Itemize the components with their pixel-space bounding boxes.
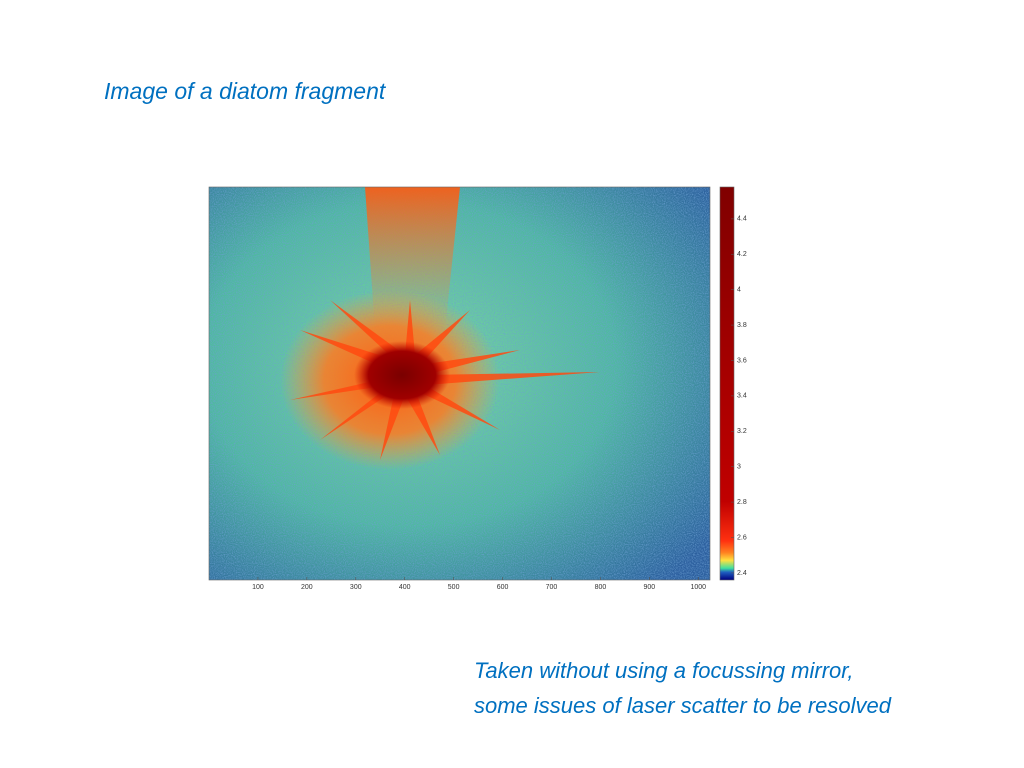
colorbar-tick-label: 2.6 [737,534,747,541]
colorbar-tick-label: 3.4 [737,393,747,400]
x-tick-label: 500 [448,584,460,591]
caption-line: Taken without using a focussing mirror, [474,658,854,683]
x-tick-label: 600 [497,584,509,591]
colorbar-tick-label: 3.8 [737,322,747,329]
colorbar-tick-label: 3.6 [737,357,747,364]
colorbar-tick-label: 3.2 [737,428,747,435]
x-tick-label: 100 [252,584,264,591]
colorbar [719,186,735,581]
caption-line: some issues of laser scatter to be resol… [474,693,891,718]
slide-title: Image of a diatom fragment [104,78,386,104]
diatom-image [209,187,710,580]
x-tick-label: 700 [546,584,558,591]
x-tick-label: 300 [350,584,362,591]
colorbar-tick-label: 2.4 [737,570,747,577]
colorbar-tick-label: 4 [737,287,741,294]
colorbar-tick-label: 2.8 [737,499,747,506]
x-tick-label: 400 [399,584,411,591]
x-tick-label: 800 [595,584,607,591]
x-tick-label: 200 [301,584,313,591]
colorbar-tick-label: 4.2 [737,251,747,258]
caption: Taken without using a focussing mirror, … [474,653,891,723]
colorbar-tick-label: 3 [737,464,741,471]
x-tick-label: 900 [643,584,655,591]
colorbar-tick-label: 4.4 [737,216,747,223]
x-tick-label: 1000 [690,584,706,591]
